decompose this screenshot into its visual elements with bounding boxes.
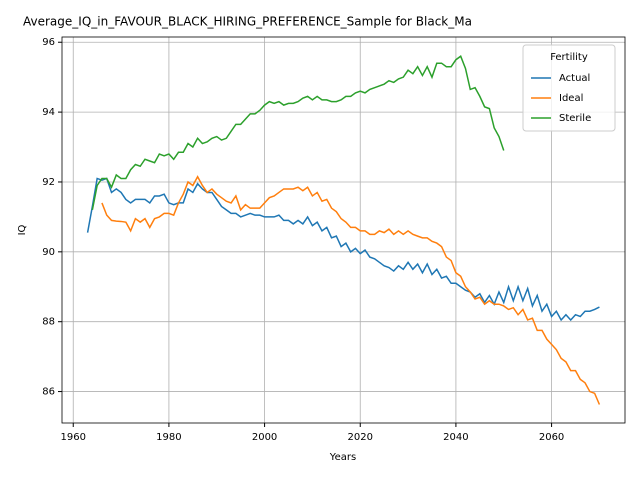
legend: Fertility Actual Ideal Sterile [522, 44, 616, 132]
x-tick-label: 2060 [539, 432, 564, 443]
series-line [86, 177, 600, 322]
y-axis-label: IQ [17, 224, 28, 235]
y-tick-label: 86 [42, 387, 55, 398]
series-line [91, 55, 505, 211]
x-tick-label: 2040 [443, 432, 468, 443]
legend-box [522, 44, 616, 132]
legend-label: Sterile [559, 113, 591, 124]
legend-label: Actual [559, 73, 590, 84]
legend-label: Ideal [559, 93, 583, 104]
legend-title: Fertility [550, 52, 588, 63]
x-axis-label: Years [329, 452, 356, 463]
chart-title: Average_IQ_in_FAVOUR_BLACK_HIRING_PREFER… [23, 15, 472, 29]
y-tick-label: 94 [42, 107, 55, 118]
y-tick-label: 92 [42, 177, 55, 188]
y-tick-label: 90 [42, 247, 55, 258]
x-tick-label: 2020 [348, 432, 373, 443]
series-line [101, 175, 601, 405]
x-tick-label: 1980 [156, 432, 181, 443]
y-tick-label: 96 [42, 37, 55, 48]
plot-frame [61, 36, 626, 424]
x-tick-label: 2000 [252, 432, 277, 443]
x-tick-label: 1960 [61, 432, 86, 443]
y-tick-label: 88 [42, 317, 55, 328]
